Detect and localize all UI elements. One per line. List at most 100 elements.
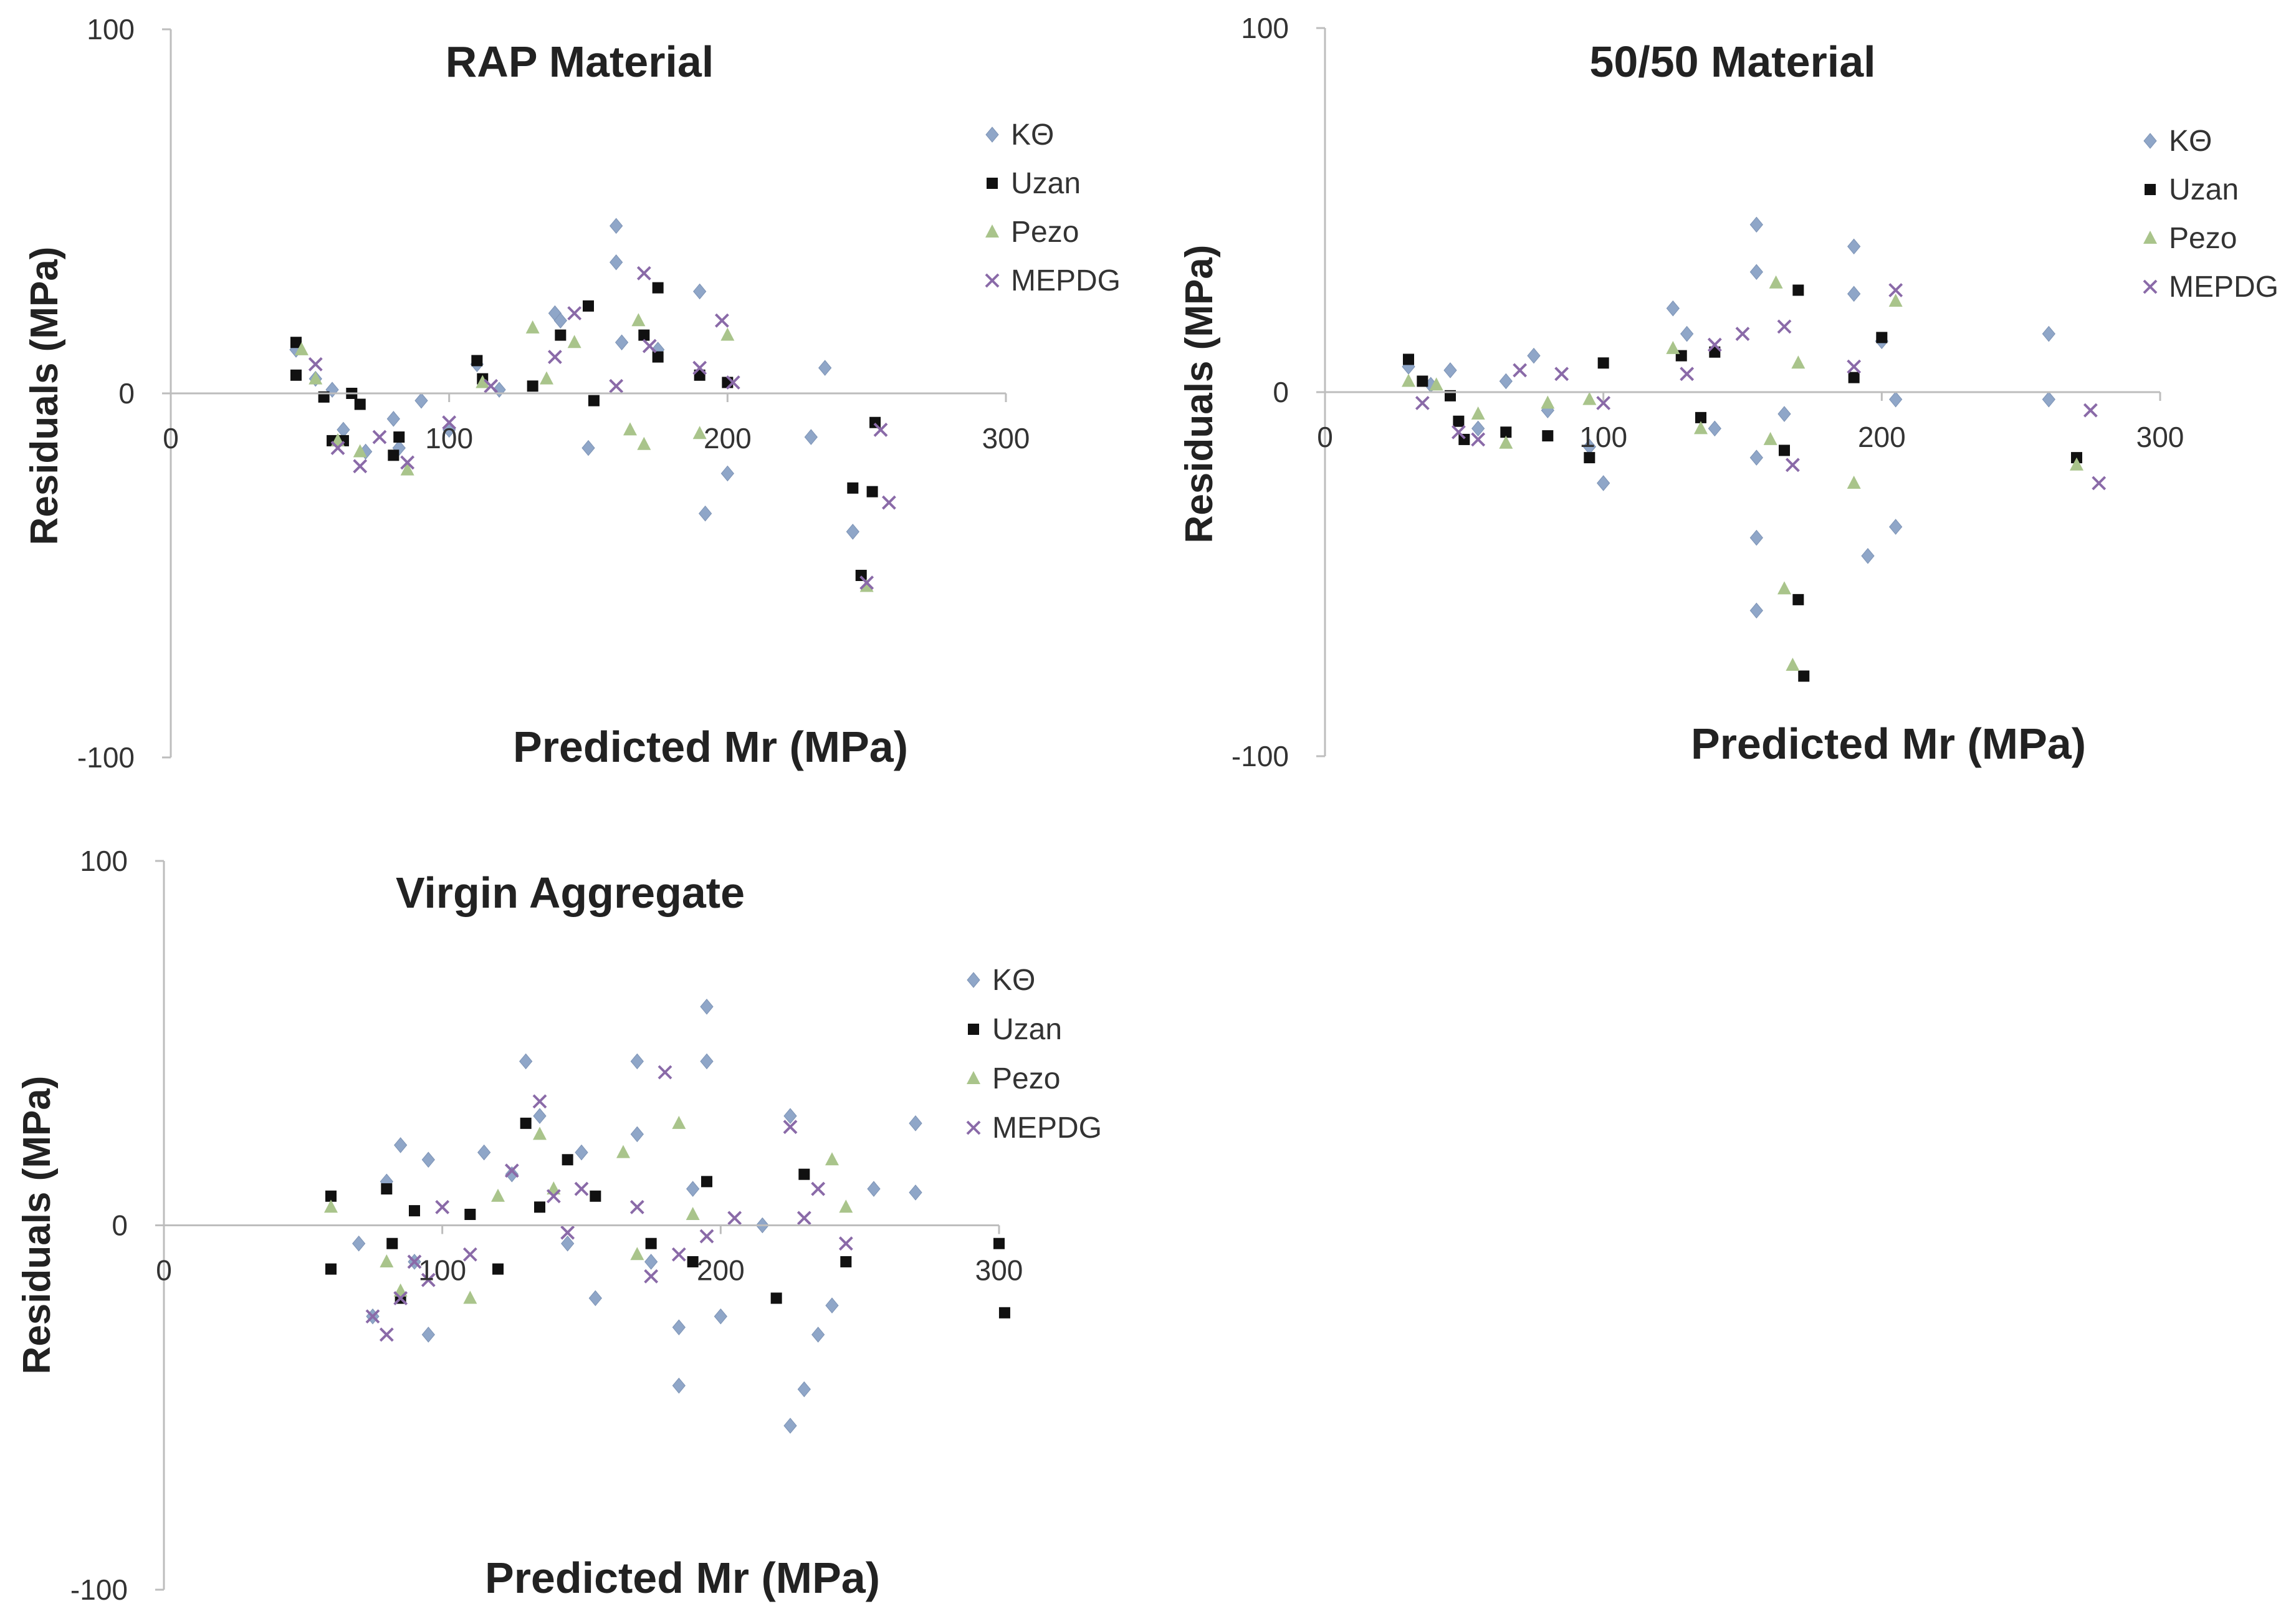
y-axis-label: Residuals (MPa) <box>16 1076 59 1375</box>
data-marks <box>289 218 896 592</box>
data-point <box>1876 332 1888 343</box>
data-point <box>700 999 714 1015</box>
data-point <box>534 1201 545 1213</box>
data-point <box>476 375 490 388</box>
data-point <box>400 462 414 476</box>
data-point <box>1889 519 1903 535</box>
data-point <box>1779 444 1790 456</box>
legend: KΘ Uzan Pezo MEPDG <box>2143 125 2279 304</box>
data-point <box>825 1297 839 1314</box>
data-point <box>859 579 874 592</box>
data-point <box>477 1144 491 1161</box>
legend-label: Uzan <box>2169 173 2239 206</box>
chart-title: 50/50 Material <box>1589 37 1875 86</box>
series-x <box>308 266 896 590</box>
data-point <box>1777 581 1791 595</box>
x-axis-label: Predicted Mr (MPa) <box>513 723 908 771</box>
data-point <box>610 218 623 234</box>
data-point <box>575 1144 588 1161</box>
legend-label: Uzan <box>992 1013 1062 1046</box>
data-point <box>588 1290 602 1307</box>
data-point <box>484 378 499 393</box>
data-point <box>421 1151 435 1168</box>
data-point <box>1471 420 1485 437</box>
data-point <box>583 300 594 312</box>
x-tick-label: 100 <box>418 1254 466 1287</box>
data-point <box>1499 373 1513 390</box>
data-point <box>330 441 345 456</box>
data-point <box>720 327 735 341</box>
data-point <box>519 1053 533 1070</box>
data-point <box>325 1190 337 1202</box>
data-point <box>1792 593 1804 605</box>
y-axis-label: Residuals (MPa) <box>23 247 66 545</box>
data-point <box>720 465 734 482</box>
data-point <box>372 430 387 444</box>
data-point <box>492 1263 504 1275</box>
data-point <box>553 312 567 329</box>
data-point <box>435 1199 450 1214</box>
axes: 100 0 -100 0 100 200 300 <box>77 13 1030 774</box>
data-point <box>1735 327 1750 341</box>
data-point <box>859 575 874 590</box>
data-point <box>1847 359 1862 374</box>
data-point <box>1499 435 1513 449</box>
data-point <box>520 1117 532 1129</box>
legend-label: Pezo <box>2169 222 2237 255</box>
data-point <box>645 1237 657 1249</box>
chart-5050-material: 50/50 Material Predicted Mr (MPa) Residu… <box>1178 12 2279 772</box>
data-point <box>588 395 600 406</box>
data-point <box>1847 476 1861 489</box>
data-point <box>1777 319 1792 334</box>
data-point <box>686 1181 700 1197</box>
data-point <box>838 1236 853 1251</box>
data-point <box>555 329 567 341</box>
data-point <box>1847 238 1861 255</box>
data-point <box>993 1237 1005 1249</box>
chart-virgin-aggregate: Virgin Aggregate Predicted Mr (MPa) Resi… <box>16 845 1102 1606</box>
data-point <box>687 1256 699 1267</box>
data-point <box>1785 458 1800 473</box>
data-point <box>540 371 553 385</box>
data-point <box>1443 362 1457 378</box>
x-tick-label: 100 <box>1579 421 1627 453</box>
data-point <box>692 426 707 440</box>
data-point <box>380 1254 394 1267</box>
series-diamond <box>352 999 922 1434</box>
series-square <box>1403 284 2082 682</box>
data-point <box>686 1206 700 1220</box>
data-point <box>2042 325 2055 342</box>
data-point <box>1500 426 1512 438</box>
data-point <box>1541 395 1555 409</box>
data-point <box>866 486 878 497</box>
data-point <box>652 351 664 363</box>
data-point <box>783 1108 797 1124</box>
data-point <box>2070 457 2083 471</box>
data-point <box>581 440 595 456</box>
data-point <box>631 313 646 327</box>
data-point <box>637 436 651 450</box>
data-point <box>1584 452 1595 464</box>
y-tick-label: 100 <box>87 13 135 46</box>
data-point <box>658 1065 672 1080</box>
series-square <box>290 282 881 581</box>
y-tick-label: -100 <box>77 741 135 774</box>
legend-marker <box>2145 184 2156 195</box>
data-point <box>381 1183 393 1195</box>
data-point <box>547 350 562 365</box>
data-point <box>700 1053 714 1070</box>
data-point <box>652 282 664 294</box>
data-marks <box>324 999 1010 1434</box>
data-point <box>365 1309 380 1324</box>
data-point <box>505 1166 519 1183</box>
data-point <box>1451 425 1466 440</box>
data-point <box>1749 216 1763 233</box>
data-point <box>1889 391 1903 408</box>
x-tick-label: 100 <box>425 422 473 454</box>
data-point <box>783 1120 798 1135</box>
data-point <box>2083 403 2098 418</box>
data-point <box>491 1188 505 1202</box>
data-point <box>290 337 302 348</box>
x-tick-label: 300 <box>975 1254 1023 1287</box>
data-point <box>1763 431 1777 445</box>
